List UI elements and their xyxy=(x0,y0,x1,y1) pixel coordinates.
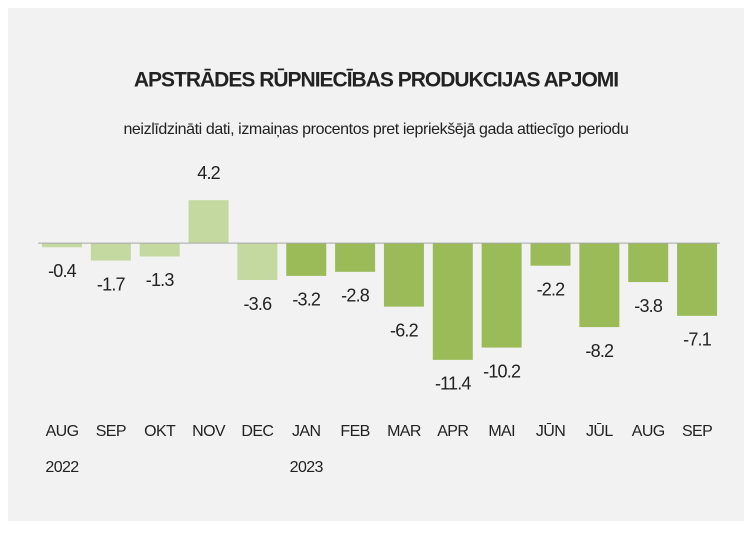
bar xyxy=(335,243,376,272)
data-label: -3.6 xyxy=(243,294,272,314)
data-label: -3.2 xyxy=(292,290,321,310)
background xyxy=(8,8,744,521)
bar xyxy=(90,243,131,261)
x-tick-label: JŪL xyxy=(586,422,613,440)
bar xyxy=(286,243,327,276)
x-tick-label: JŪN xyxy=(536,422,565,440)
x-tick-label: MAR xyxy=(387,423,421,440)
bar xyxy=(432,243,473,360)
x-tick-label: AUG 2022 xyxy=(45,423,79,476)
bar xyxy=(677,243,718,316)
chart-subtitle: neizlīdzināti dati, izmaiņas procentos p… xyxy=(123,121,628,138)
bar xyxy=(188,200,229,244)
data-label: -1.7 xyxy=(97,274,126,294)
data-label: -2.8 xyxy=(341,286,370,306)
data-label: -11.4 xyxy=(435,374,471,394)
data-label: -7.1 xyxy=(683,330,712,350)
x-tick-label: DEC xyxy=(241,423,273,440)
x-tick-label: APR xyxy=(437,423,468,440)
bar xyxy=(383,243,424,307)
x-tick-label: NOV xyxy=(192,423,226,440)
x-tick-label: MAI xyxy=(488,423,515,440)
data-label: -0.4 xyxy=(48,261,77,281)
x-tick-label: SEP xyxy=(96,423,126,440)
bar xyxy=(139,243,180,257)
bar xyxy=(579,243,620,328)
data-label: -3.8 xyxy=(634,296,663,316)
chart-title: APSTRĀDES RŪPNIECĪBAS PRODUKCIJAS APJOMI xyxy=(134,69,618,92)
x-tick-label: JAN 2023 xyxy=(290,423,324,476)
data-label: -8.2 xyxy=(585,341,614,361)
data-label: 4.2 xyxy=(197,163,220,183)
x-tick-label: FEB xyxy=(340,423,369,440)
data-label: -10.2 xyxy=(483,361,521,381)
x-tick-label: AUG xyxy=(632,423,665,440)
data-label: -2.2 xyxy=(537,279,566,299)
bar xyxy=(481,243,522,348)
data-label: -1.3 xyxy=(146,270,175,290)
bar xyxy=(42,243,82,248)
bar xyxy=(530,243,571,266)
bar xyxy=(237,243,278,281)
x-tick-label: OKT xyxy=(144,423,176,440)
bar xyxy=(628,243,669,283)
data-label: -6.2 xyxy=(390,320,419,340)
x-tick-label: SEP xyxy=(682,423,712,440)
